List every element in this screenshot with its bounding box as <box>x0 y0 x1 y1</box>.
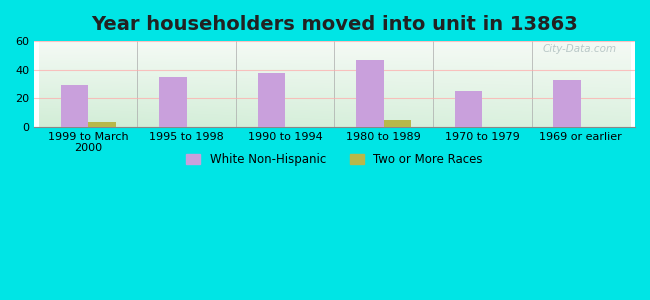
Bar <box>257 73 285 127</box>
Title: Year householders moved into unit in 13863: Year householders moved into unit in 138… <box>91 15 578 34</box>
Bar <box>455 91 482 127</box>
Bar <box>384 120 411 127</box>
Bar <box>553 80 581 127</box>
Bar <box>356 60 384 127</box>
Bar <box>88 122 116 127</box>
Legend: White Non-Hispanic, Two or More Races: White Non-Hispanic, Two or More Races <box>181 148 488 171</box>
Bar <box>159 77 187 127</box>
Bar <box>60 85 88 127</box>
Text: City-Data.com: City-Data.com <box>543 44 617 54</box>
